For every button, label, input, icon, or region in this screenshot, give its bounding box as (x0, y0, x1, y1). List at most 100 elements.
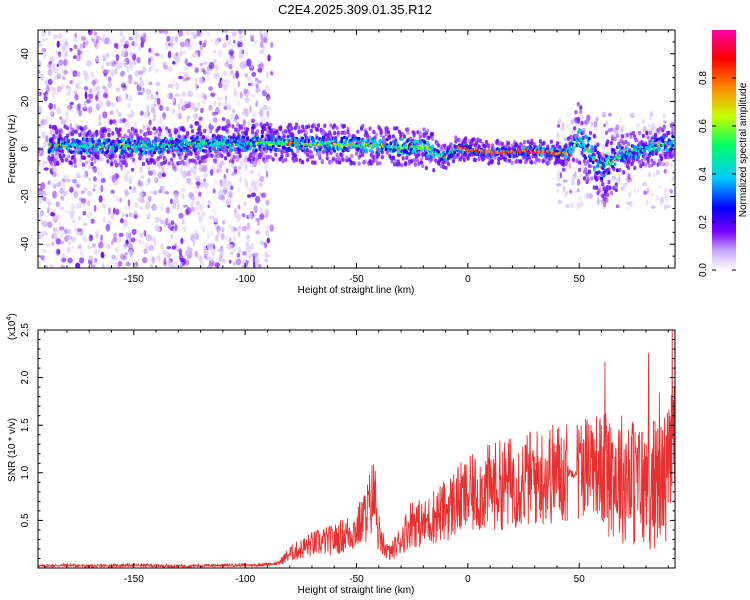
heat-band-mark (74, 129, 78, 134)
heat-band-mark (389, 155, 393, 160)
heat-noise-mark (147, 166, 151, 172)
y-tick-label: 1.0 (20, 465, 31, 479)
heat-band-mark (449, 142, 453, 147)
heat-noise-mark (655, 194, 660, 201)
heat-noise-mark (196, 85, 199, 89)
heat-band-mark (268, 137, 272, 142)
x-tick-label: -50 (349, 574, 364, 585)
y-tick-label: 20 (20, 95, 31, 107)
heat-band-mark (182, 161, 186, 166)
heat-noise-mark (255, 87, 260, 94)
heat-noise-mark (229, 244, 234, 250)
heat-noise-mark (244, 155, 249, 163)
heat-noise-mark (73, 225, 77, 231)
heat-band-mark (429, 157, 433, 162)
heat-noise-mark (151, 236, 156, 243)
heat-noise-mark (154, 216, 160, 224)
heat-noise-mark (243, 177, 247, 182)
heat-band-mark (497, 156, 501, 161)
heat-noise-mark (71, 209, 76, 216)
heat-noise-mark (207, 264, 212, 268)
heat-noise-mark (619, 117, 622, 123)
heat-noise-mark (608, 112, 612, 117)
heat-noise-mark (148, 119, 152, 126)
heat-noise-mark (650, 205, 656, 209)
heat-noise-mark (63, 209, 68, 213)
heat-noise-mark (224, 95, 228, 102)
heat-band-mark (589, 130, 593, 136)
x-tick-label: 0 (465, 574, 471, 585)
heat-noise-mark (162, 111, 166, 118)
x-tick-label: -100 (235, 574, 255, 585)
heat-noise-mark (270, 70, 274, 76)
heat-noise-mark (143, 230, 147, 237)
heat-noise-mark (101, 203, 106, 209)
heat-band-mark (319, 145, 323, 150)
heat-noise-mark (182, 219, 185, 225)
heat-noise-mark (204, 181, 207, 185)
heat-noise-mark (140, 241, 145, 245)
heat-band-mark (282, 145, 286, 150)
heat-band-mark (254, 122, 258, 128)
heat-noise-mark (667, 160, 670, 164)
heat-noise-mark (138, 180, 143, 188)
heat-band-mark (286, 135, 290, 139)
heat-band-mark (591, 146, 595, 152)
heat-noise-mark (179, 41, 186, 48)
heat-band-mark (290, 148, 294, 153)
heat-noise-mark (239, 160, 246, 167)
heat-band-mark (80, 127, 84, 132)
heat-noise-mark (216, 38, 220, 45)
heat-noise-mark (194, 229, 199, 235)
heat-noise-mark (177, 102, 181, 110)
heat-noise-mark (125, 213, 129, 218)
heat-noise-mark (241, 111, 245, 116)
heat-noise-mark (208, 104, 213, 111)
heat-noise-mark (190, 102, 196, 109)
heat-noise-mark (129, 95, 133, 102)
colorbar-tick-label: 0.2 (698, 215, 709, 229)
heat-noise-mark (123, 121, 127, 127)
heat-band-mark (573, 126, 577, 131)
heat-band-mark (48, 124, 53, 129)
heat-band-mark (248, 146, 252, 151)
heat-noise-mark (230, 225, 235, 234)
heat-band-mark (113, 154, 117, 159)
heat-band-mark (102, 133, 106, 138)
heat-band-mark (462, 157, 466, 163)
heat-band-mark (519, 159, 523, 164)
heat-noise-mark (92, 188, 96, 192)
heat-noise-mark (213, 178, 219, 187)
heat-noise-mark (125, 93, 128, 100)
heat-band-mark (310, 154, 315, 159)
heat-noise-mark (76, 158, 82, 167)
heat-band-mark (656, 127, 660, 133)
heat-band-mark (53, 135, 57, 140)
heat-noise-mark (574, 171, 577, 177)
heat-band-mark (406, 127, 410, 132)
heat-band-mark (671, 126, 675, 131)
heat-noise-mark (58, 59, 64, 66)
heat-band-mark (594, 145, 597, 150)
heat-noise-mark (175, 55, 181, 64)
heat-noise-mark (102, 85, 106, 90)
heat-band-mark (644, 163, 648, 168)
heat-noise-mark (87, 190, 93, 197)
heat-band-mark (282, 149, 286, 154)
heat-noise-mark (642, 126, 647, 133)
heat-noise-mark (225, 34, 229, 41)
heat-band-mark (194, 151, 198, 156)
heat-band-mark (419, 160, 424, 165)
heat-band-mark (657, 148, 661, 152)
heat-noise-mark (199, 40, 202, 46)
heat-noise-mark (150, 169, 157, 176)
heat-band-mark (380, 155, 384, 160)
heat-noise-mark (40, 148, 44, 156)
heat-noise-mark (671, 129, 674, 136)
heat-noise-mark (211, 243, 215, 249)
heat-noise-mark (236, 101, 241, 106)
heat-noise-mark (263, 32, 269, 37)
heat-noise-mark (67, 246, 71, 253)
heat-band-mark (300, 144, 303, 148)
heat-band-mark (269, 122, 273, 128)
